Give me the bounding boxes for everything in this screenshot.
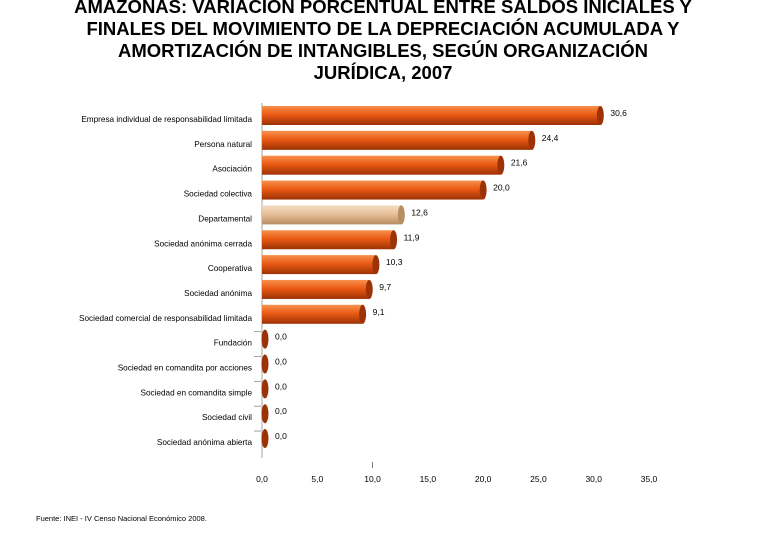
label-layer: Empresa individual de responsabilidad li… bbox=[79, 108, 627, 447]
chart-title: AMAZONAS: VARIACIÓN PORCENTUAL ENTRE SAL… bbox=[0, 0, 766, 84]
value-label: 24,4 bbox=[542, 133, 559, 143]
x-tick-label: 25,0 bbox=[530, 474, 547, 484]
value-label: 9,7 bbox=[379, 282, 391, 292]
category-label: Sociedad en comandita simple bbox=[140, 388, 252, 397]
value-label: 11,9 bbox=[404, 232, 420, 242]
bar bbox=[262, 180, 484, 200]
title-line-2: FINALES DEL MOVIMIENTO DE LA DEPRECIACIÓ… bbox=[86, 18, 680, 39]
x-tick-label: 5,0 bbox=[311, 474, 323, 484]
category-label: Cooperativa bbox=[208, 264, 253, 273]
category-label: Sociedad en comandita por acciones bbox=[118, 364, 252, 373]
bar-cap bbox=[261, 429, 269, 449]
category-label: Sociedad anónima bbox=[184, 289, 252, 298]
category-label: Empresa individual de responsabilidad li… bbox=[81, 115, 252, 124]
bar-cap bbox=[479, 180, 487, 200]
bar bbox=[262, 255, 376, 275]
bar-cap bbox=[397, 205, 405, 225]
bar bbox=[262, 230, 394, 250]
category-label: Departamental bbox=[198, 214, 252, 223]
value-label: 12,6 bbox=[411, 207, 428, 217]
bar bbox=[262, 155, 501, 175]
category-label: Persona natural bbox=[194, 140, 252, 149]
x-tick-label: 20,0 bbox=[475, 474, 492, 484]
bar-layer bbox=[261, 106, 604, 449]
value-label: 0,0 bbox=[275, 406, 287, 416]
source-note: Fuente: INEI - IV Censo Nacional Económi… bbox=[36, 514, 207, 523]
x-tick-label: 30,0 bbox=[585, 474, 602, 484]
value-label: 30,6 bbox=[610, 108, 627, 118]
bar-cap bbox=[261, 329, 269, 349]
value-label: 10,3 bbox=[386, 257, 403, 267]
value-label: 20,0 bbox=[493, 183, 510, 193]
axis-layer: 0,0 5,0 10,0 15,0 20,0 25,0 30,0 35,0 bbox=[254, 103, 658, 484]
x-tick-label: 0,0 bbox=[256, 474, 268, 484]
category-label: Sociedad comercial de responsabilidad li… bbox=[79, 314, 252, 323]
bar bbox=[262, 130, 532, 150]
title-line-4: JURÍDICA, 2007 bbox=[313, 62, 453, 83]
bar bbox=[262, 106, 601, 125]
category-label: Asociación bbox=[212, 165, 252, 174]
bar bbox=[262, 304, 363, 324]
bar-cap bbox=[261, 404, 269, 424]
x-tick-label: 15,0 bbox=[420, 474, 437, 484]
bar-cap bbox=[365, 279, 373, 299]
value-label: 21,6 bbox=[511, 158, 528, 168]
value-label: 0,0 bbox=[275, 332, 287, 342]
category-label: Sociedad colectiva bbox=[184, 190, 253, 199]
bar bbox=[262, 205, 402, 225]
value-label: 0,0 bbox=[275, 357, 287, 367]
bar-cap bbox=[261, 379, 269, 399]
bar bbox=[262, 279, 370, 299]
bar-cap bbox=[528, 130, 536, 150]
x-tick-label: 10,0 bbox=[364, 474, 381, 484]
bar-cap bbox=[372, 255, 380, 275]
title-line-1: AMAZONAS: VARIACIÓN PORCENTUAL ENTRE SAL… bbox=[74, 0, 692, 17]
value-label: 0,0 bbox=[275, 381, 287, 391]
bar-cap bbox=[497, 155, 505, 175]
bar-cap bbox=[359, 304, 367, 324]
value-label: 9,1 bbox=[373, 307, 385, 317]
category-label: Sociedad anónima abierta bbox=[157, 438, 253, 447]
value-label: 0,0 bbox=[275, 431, 287, 441]
bar-cap bbox=[596, 106, 604, 125]
x-tick-label: 35,0 bbox=[641, 474, 658, 484]
category-label: Fundación bbox=[214, 339, 253, 348]
title-line-3: AMORTIZACIÓN DE INTANGIBLES, SEGÚN ORGAN… bbox=[118, 40, 648, 61]
bar-cap bbox=[261, 354, 269, 374]
bar-cap bbox=[390, 230, 398, 250]
category-label: Sociedad civil bbox=[202, 413, 252, 422]
category-label: Sociedad anónima cerrada bbox=[154, 239, 252, 248]
